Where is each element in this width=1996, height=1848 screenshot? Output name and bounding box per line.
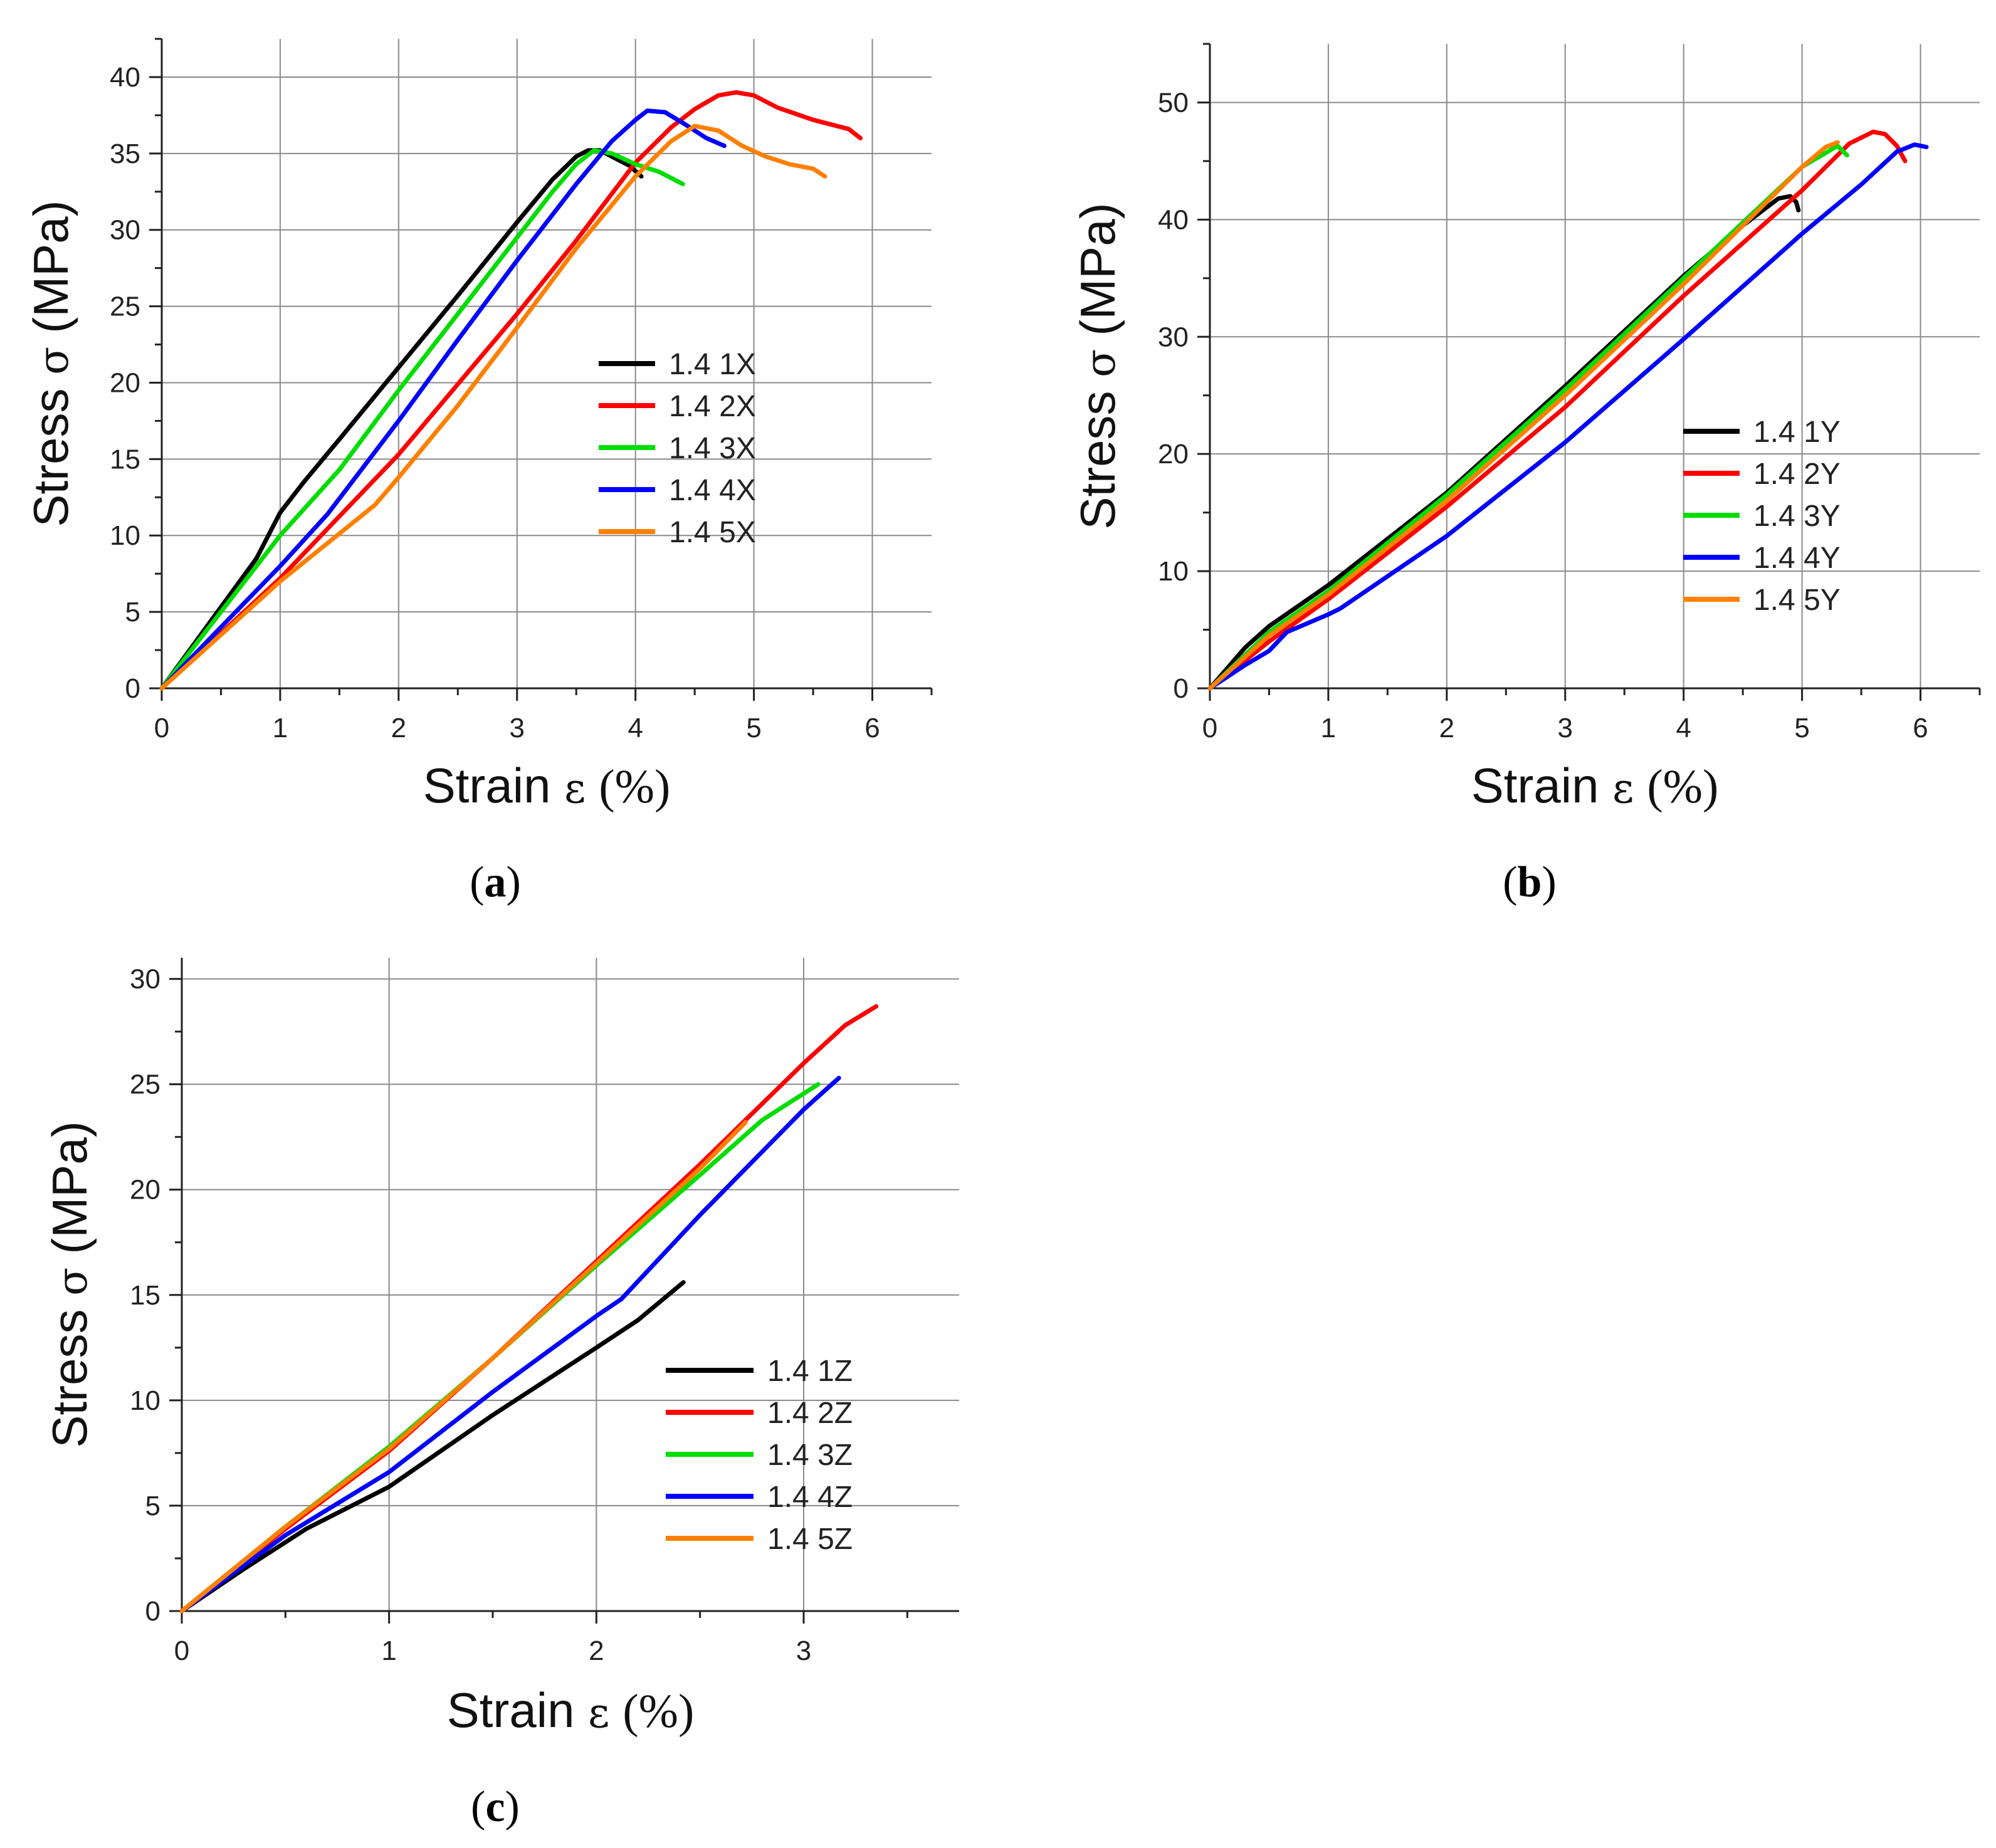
chart-panel-a: 0 1 2 3 4 5 6 0 5 10 15 20 25 30 35 40 1.4 1X 1.4 2X 1.4 3… [23, 38, 933, 906]
x-tick-label: 2 [589, 1635, 604, 1666]
y-tick-label: 30 [1158, 322, 1189, 352]
y-tick-label: 30 [130, 964, 160, 995]
y-tick-label: 10 [130, 1385, 160, 1416]
legend-label: 1.4 5X [669, 516, 756, 549]
y-tick-label: 50 [1158, 87, 1189, 118]
x-tick-label: 6 [864, 713, 880, 743]
x-tick-label: 4 [1676, 713, 1691, 743]
x-tick-label: 0 [154, 713, 169, 743]
legend-label: 1.4 4Z [767, 1481, 853, 1514]
y-axis-title: Stress σ (MPa) [23, 200, 78, 527]
legend-label: 1.4 2Y [1753, 458, 1841, 491]
series-line-1-4-5Z [179, 1120, 748, 1614]
x-tick-label: 0 [174, 1635, 189, 1666]
y-tick-label: 0 [125, 673, 140, 704]
x-tick-label: 0 [1202, 713, 1217, 743]
legend-label: 1.4 5Z [767, 1523, 853, 1556]
y-tick-label: 5 [125, 597, 140, 627]
x-tick-label: 2 [1439, 713, 1454, 743]
x-axis-title: Strain ε (%) [1471, 758, 1719, 813]
x-tick-label: 5 [746, 713, 761, 743]
panel-caption: (c) [471, 1783, 520, 1831]
y-tick-label: 10 [1158, 556, 1189, 587]
series-line-1-4-2Y [1207, 129, 1908, 691]
legend-label: 1.4 3Z [767, 1439, 853, 1472]
y-tick-label: 0 [1174, 673, 1189, 704]
y-tick-label: 15 [130, 1280, 160, 1311]
x-tick-label: 1 [273, 713, 288, 743]
series-line-1-4-3X [159, 148, 685, 691]
series-line-1-4-4Z [179, 1076, 841, 1614]
y-tick-label: 0 [145, 1596, 160, 1627]
series-line-1-4-5Y [1207, 140, 1840, 691]
y-axis-title: Stress σ (MPa) [42, 1121, 97, 1447]
legend: 1.4 1Y 1.4 2Y 1.4 3Y 1.4 4Y 1.4 5Y [1683, 416, 1841, 617]
y-axis-title: Stress σ (MPa) [1070, 202, 1125, 529]
series-line-1-4-5X [159, 123, 827, 691]
x-tick-label: 5 [1794, 713, 1809, 743]
legend-label: 1.4 1Z [767, 1355, 853, 1388]
legend-label: 1.4 5Y [1753, 584, 1841, 617]
legend-label: 1.4 4X [669, 474, 756, 507]
legend: 1.4 1Z 1.4 2Z 1.4 3Z 1.4 4Z 1.4 5Z [666, 1355, 853, 1556]
series-line-1-4-4Y [1207, 142, 1929, 691]
x-tick-label: 3 [796, 1635, 811, 1666]
x-tick-label: 1 [381, 1635, 396, 1666]
series-line-1-4-2X [159, 90, 863, 691]
x-tick-label: 2 [391, 713, 406, 743]
x-tick-label: 1 [1321, 713, 1336, 743]
legend-label: 1.4 3X [669, 432, 756, 465]
legend-label: 1.4 2Z [767, 1397, 853, 1430]
y-tick-label: 40 [1158, 204, 1189, 235]
y-tick-label: 30 [110, 215, 140, 246]
x-tick-label: 4 [628, 713, 643, 743]
y-tick-label: 25 [110, 291, 140, 322]
y-tick-label: 5 [145, 1491, 160, 1521]
series-line-1-4-1Z [179, 1280, 686, 1614]
series-line-1-4-3Y [1207, 144, 1849, 691]
x-axis-title: Strain ε (%) [423, 758, 671, 813]
x-tick-label: 3 [510, 713, 525, 743]
y-tick-label: 40 [110, 62, 140, 93]
x-axis-title: Strain ε (%) [447, 1683, 695, 1738]
y-tick-label: 15 [110, 444, 140, 475]
y-tick-label: 20 [110, 367, 140, 398]
legend-label: 1.4 3Y [1753, 500, 1841, 533]
y-tick-label: 20 [1158, 439, 1189, 470]
y-tick-label: 10 [110, 520, 140, 551]
y-tick-label: 25 [130, 1069, 160, 1100]
x-tick-label: 6 [1913, 713, 1928, 743]
legend-label: 1.4 1Y [1753, 416, 1841, 449]
panel-caption: (b) [1503, 858, 1557, 906]
x-tick-label: 3 [1558, 713, 1573, 743]
legend-label: 1.4 1X [669, 348, 756, 381]
y-tick-label: 35 [110, 139, 140, 169]
series-line-1-4-4X [159, 108, 727, 691]
legend-label: 1.4 2X [669, 390, 756, 423]
legend: 1.4 1X 1.4 2X 1.4 3X 1.4 4X 1.4 5X [599, 348, 756, 549]
legend-label: 1.4 4Y [1753, 542, 1841, 575]
panel-caption: (a) [470, 858, 521, 906]
y-tick-label: 20 [130, 1175, 160, 1205]
